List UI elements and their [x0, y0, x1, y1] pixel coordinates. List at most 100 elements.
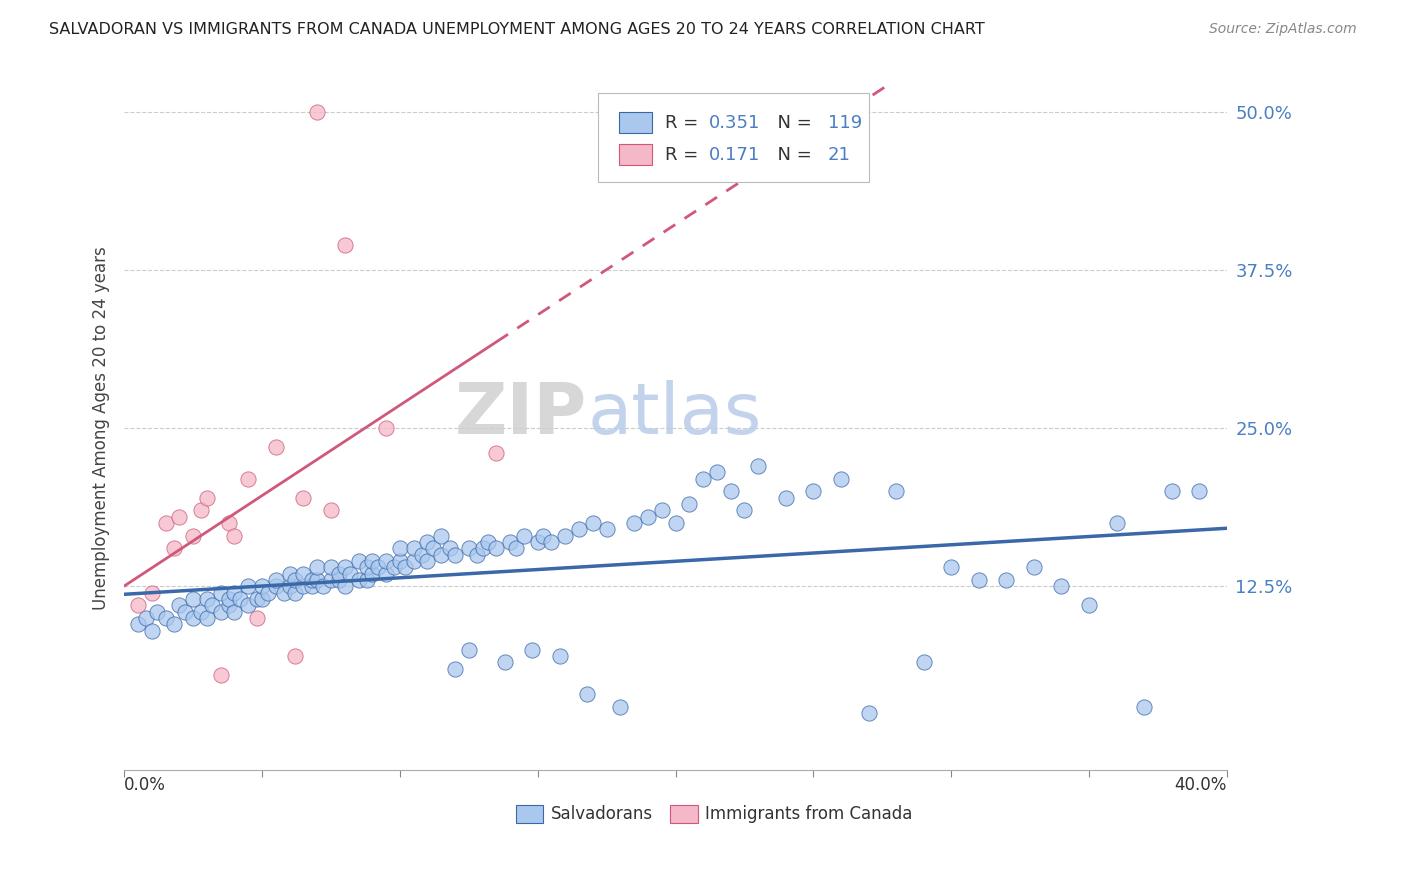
- Point: [256, 585, 278, 599]
- Point: [250, 591, 273, 606]
- Point: [444, 662, 467, 676]
- Point: [361, 554, 384, 568]
- Point: [388, 541, 411, 556]
- Point: [995, 573, 1018, 587]
- Point: [181, 529, 204, 543]
- Point: [706, 466, 728, 480]
- Point: [439, 541, 461, 556]
- Point: [595, 522, 617, 536]
- Point: [319, 503, 342, 517]
- Point: [941, 560, 963, 574]
- FancyBboxPatch shape: [599, 93, 869, 182]
- Point: [692, 472, 714, 486]
- Point: [416, 535, 439, 549]
- Point: [465, 548, 488, 562]
- Point: [278, 579, 301, 593]
- Point: [347, 573, 370, 587]
- Point: [477, 535, 499, 549]
- Point: [141, 585, 163, 599]
- Point: [430, 529, 453, 543]
- Point: [307, 560, 329, 574]
- Point: [273, 585, 295, 599]
- Point: [209, 668, 232, 682]
- Point: [173, 605, 195, 619]
- Text: 21: 21: [828, 145, 851, 164]
- Point: [858, 706, 880, 720]
- Point: [485, 446, 508, 460]
- Point: [224, 605, 246, 619]
- Point: [582, 516, 605, 530]
- Point: [218, 591, 240, 606]
- Point: [163, 541, 186, 556]
- Point: [361, 566, 384, 581]
- Point: [568, 522, 591, 536]
- Text: 0.171: 0.171: [709, 145, 759, 164]
- Point: [540, 535, 562, 549]
- Text: 40.0%: 40.0%: [1174, 776, 1227, 794]
- Text: N =: N =: [766, 145, 817, 164]
- Point: [375, 421, 398, 435]
- Point: [485, 541, 508, 556]
- Point: [141, 624, 163, 638]
- Point: [284, 585, 307, 599]
- Point: [238, 599, 260, 613]
- Point: [576, 687, 599, 701]
- Point: [499, 535, 522, 549]
- Text: ZIP: ZIP: [456, 380, 588, 449]
- Y-axis label: Unemployment Among Ages 20 to 24 years: Unemployment Among Ages 20 to 24 years: [93, 246, 110, 610]
- Point: [1160, 484, 1182, 499]
- Point: [1050, 579, 1073, 593]
- Point: [394, 560, 416, 574]
- Point: [430, 548, 453, 562]
- Point: [284, 648, 307, 663]
- FancyBboxPatch shape: [516, 805, 543, 823]
- Point: [127, 599, 149, 613]
- Point: [218, 516, 240, 530]
- Point: [238, 472, 260, 486]
- Point: [356, 560, 378, 574]
- Point: [301, 573, 323, 587]
- Point: [416, 554, 439, 568]
- Point: [312, 579, 335, 593]
- Point: [264, 579, 287, 593]
- Point: [375, 566, 398, 581]
- Point: [155, 611, 177, 625]
- Text: atlas: atlas: [588, 380, 762, 449]
- Point: [411, 548, 433, 562]
- Point: [623, 516, 645, 530]
- Point: [264, 440, 287, 454]
- Point: [513, 529, 536, 543]
- Point: [803, 484, 825, 499]
- Point: [1022, 560, 1045, 574]
- Point: [347, 554, 370, 568]
- Point: [333, 579, 356, 593]
- Point: [471, 541, 494, 556]
- Point: [494, 655, 516, 669]
- Point: [522, 642, 544, 657]
- Point: [367, 560, 389, 574]
- Point: [548, 648, 571, 663]
- Point: [884, 484, 907, 499]
- Point: [733, 503, 755, 517]
- Point: [720, 484, 742, 499]
- Point: [218, 599, 240, 613]
- Point: [339, 566, 361, 581]
- Point: [195, 491, 218, 505]
- Text: Source: ZipAtlas.com: Source: ZipAtlas.com: [1209, 22, 1357, 37]
- Text: 0.351: 0.351: [709, 113, 761, 132]
- Point: [651, 503, 673, 517]
- FancyBboxPatch shape: [619, 145, 652, 165]
- Point: [333, 560, 356, 574]
- Point: [190, 605, 212, 619]
- Text: SALVADORAN VS IMMIGRANTS FROM CANADA UNEMPLOYMENT AMONG AGES 20 TO 24 YEARS CORR: SALVADORAN VS IMMIGRANTS FROM CANADA UNE…: [49, 22, 986, 37]
- Point: [678, 497, 700, 511]
- Point: [402, 541, 425, 556]
- Text: 119: 119: [828, 113, 862, 132]
- Point: [278, 566, 301, 581]
- Point: [526, 535, 548, 549]
- Point: [1105, 516, 1128, 530]
- Point: [328, 573, 350, 587]
- Point: [201, 599, 224, 613]
- Point: [169, 599, 191, 613]
- Point: [457, 642, 479, 657]
